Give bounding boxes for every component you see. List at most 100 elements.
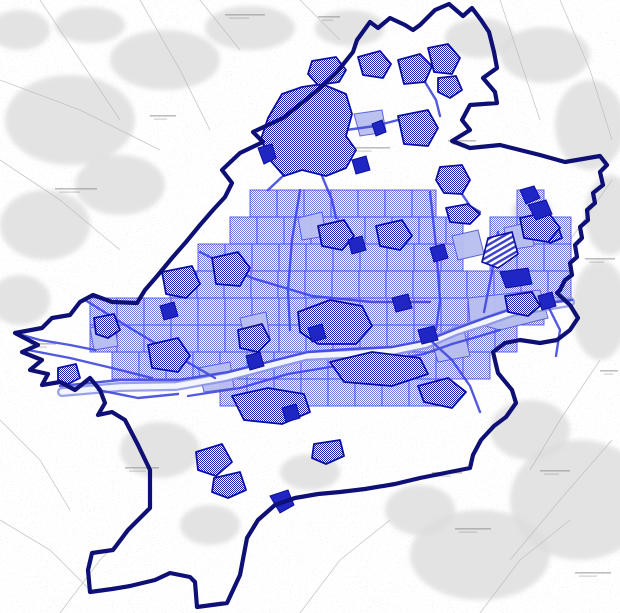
forest-patch — [385, 485, 455, 535]
hatched-zone — [375, 219, 413, 251]
topo-line — [509, 439, 613, 561]
forest-patch — [180, 505, 240, 545]
map-label-mark — [30, 343, 56, 345]
map-label-mark — [455, 528, 491, 530]
forest-patch — [0, 190, 90, 260]
topo-line — [139, 0, 211, 131]
grid-tile — [385, 270, 414, 299]
topo-line — [199, 0, 241, 51]
grid-tile — [358, 270, 387, 299]
grid-tile — [439, 270, 468, 299]
solid-zone — [519, 185, 541, 205]
hatched-zone — [437, 75, 463, 99]
road-line — [26, 348, 154, 380]
map-label-mark — [600, 370, 618, 372]
forest-patch — [490, 400, 570, 460]
grid-tile — [440, 297, 469, 326]
hatched-zone — [435, 164, 471, 195]
hatched-zone — [211, 471, 247, 499]
map-label-mark — [129, 470, 146, 472]
hatched-zone — [397, 53, 433, 85]
road-line — [428, 190, 442, 332]
forest-patch — [205, 6, 295, 50]
grid-tile — [256, 216, 285, 245]
forest-patch — [500, 27, 590, 83]
map-label-mark — [225, 14, 265, 16]
map-label-mark — [322, 19, 333, 21]
hatched-zone — [445, 203, 481, 225]
solid-zone — [537, 291, 557, 311]
topo-line — [479, 519, 571, 613]
grid-tile — [543, 243, 572, 272]
grid-tile — [412, 270, 441, 299]
topo-line — [0, 419, 71, 511]
hatched-zone — [147, 337, 191, 373]
grid-tile — [277, 270, 306, 299]
hatched-zone — [311, 439, 345, 465]
forest-patch — [5, 75, 135, 165]
solid-zone — [159, 301, 179, 321]
map-label-mark — [448, 140, 476, 142]
map-label-mark — [154, 118, 167, 120]
grid-tile — [197, 324, 226, 353]
road-line — [320, 174, 338, 220]
forest-patch — [315, 10, 385, 46]
striped-zone — [481, 231, 519, 269]
light-zone — [451, 229, 485, 261]
solid-zone — [527, 199, 553, 221]
map-label-mark — [589, 261, 604, 263]
forest-patch — [410, 510, 550, 600]
hatched-zone — [317, 219, 355, 251]
hatched-zone — [161, 265, 201, 299]
road-line — [83, 298, 217, 380]
road-line — [546, 304, 562, 358]
grid-tile — [251, 243, 280, 272]
hatched-zone — [237, 323, 271, 353]
hatched-zone — [397, 109, 439, 147]
topo-line — [299, 519, 391, 613]
hatched-zone — [260, 83, 357, 177]
map-label-mark — [540, 470, 570, 472]
topo-line — [559, 0, 613, 141]
map-label-mark — [585, 258, 615, 260]
forest-patch — [110, 30, 220, 90]
forest-patch — [445, 18, 515, 58]
grid-tile — [357, 189, 386, 218]
map-label-mark — [459, 531, 477, 533]
forest-patch — [55, 7, 125, 43]
map-label-mark — [544, 473, 559, 475]
solid-zone — [245, 351, 265, 371]
hatched-zone — [504, 291, 541, 317]
grid-tile — [197, 297, 226, 326]
topo-line — [569, 179, 613, 241]
hatched-zone — [307, 56, 347, 86]
grid-tile — [303, 189, 332, 218]
map-label-mark — [345, 147, 390, 149]
hatched-zone — [417, 377, 467, 409]
map-label-mark — [125, 467, 159, 469]
map-label-mark — [318, 16, 340, 18]
grid-tile — [249, 189, 278, 218]
topo-line — [39, 0, 121, 121]
map-label-mark — [59, 191, 80, 193]
map-label-mark — [579, 575, 597, 577]
solid-zone — [351, 155, 371, 175]
solid-zone — [371, 119, 387, 137]
grid-tile — [331, 270, 360, 299]
hatched-zone — [329, 351, 429, 387]
hatched-zone — [93, 313, 121, 339]
map-label-mark — [55, 188, 97, 190]
map-label-mark — [575, 572, 611, 574]
solid-zone-layer — [159, 119, 557, 514]
hatched-zone — [357, 50, 392, 79]
map-label-mark — [349, 150, 372, 152]
topo-line — [499, 0, 541, 121]
hatched-zone — [57, 363, 81, 385]
road-line — [428, 338, 482, 414]
road-line — [423, 80, 442, 118]
map-label-mark — [436, 475, 451, 477]
hatched-zone — [195, 443, 233, 477]
solid-zone — [307, 323, 327, 343]
grid-tile — [229, 216, 258, 245]
